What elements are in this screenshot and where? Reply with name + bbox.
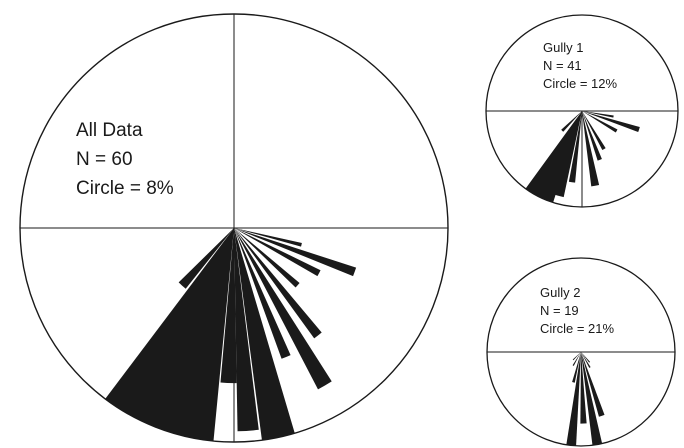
rose-gully-1: Gully 1 N = 41 Circle = 12%	[485, 14, 679, 208]
rose-gully1-petal-3	[525, 111, 582, 196]
rose-all-petal-8	[234, 228, 295, 441]
rose-gully-2-title: Gully 2	[540, 285, 580, 300]
rose-gully1-petal-2	[551, 111, 582, 198]
rose-gully1-petal-7	[582, 111, 606, 151]
rose-gully2-petal-5	[581, 352, 591, 368]
rose-all-data: All Data N = 60 Circle = 8%	[19, 13, 449, 443]
rose-all-petal-13	[234, 228, 321, 277]
rose-gully-1-circle-scale: Circle = 12%	[543, 76, 617, 91]
rose-gully-2-circle-scale: Circle = 21%	[540, 321, 614, 336]
rose-gully-1-petals	[525, 111, 640, 203]
rose-all-petal-15	[178, 228, 234, 289]
rose-gully1-petal-5	[582, 111, 600, 187]
rose-gully2-petal-6	[581, 352, 591, 363]
rose-all-petal-10	[234, 228, 332, 390]
rose-all-petal-12	[234, 228, 357, 277]
rose-gully1-petal-11	[561, 111, 582, 132]
rose-all-petal-2	[130, 228, 234, 431]
rose-all-petal-11	[234, 228, 322, 339]
rose-all-data-title: All Data	[76, 120, 143, 141]
rose-gully-1-n: N = 41	[543, 58, 582, 73]
rose-gully1-petal-10	[582, 111, 614, 118]
rose-gully2-petal-7	[572, 352, 581, 366]
rose-all-data-circle-scale: Circle = 8%	[76, 178, 174, 199]
rose-all-petal-6	[234, 228, 259, 432]
rose-gully2-petal-1	[581, 352, 603, 446]
rose-all-petal-9	[234, 228, 291, 359]
rose-gully2-petal-0	[566, 352, 581, 446]
rose-all-petal-14	[234, 228, 302, 247]
rose-gully-2-n: N = 19	[540, 303, 579, 318]
rose-all-petal-3	[143, 228, 234, 435]
rose-gully1-petal-6	[582, 111, 602, 161]
rose-gully2-petal-2	[580, 352, 587, 424]
rose-all-petal-4	[160, 228, 234, 438]
rose-all-data-petals	[105, 228, 357, 442]
rose-gully2-petal-3	[581, 352, 605, 417]
rose-all-petal-7	[220, 228, 237, 384]
rose-gully-1-title: Gully 1	[543, 40, 583, 55]
rose-all-petal-1	[105, 228, 235, 419]
rose-all-petal-16	[234, 228, 300, 288]
rose-gully1-petal-1	[539, 111, 582, 203]
rose-gully-2-petals	[566, 352, 605, 446]
rose-gully2-petal-4	[572, 352, 581, 383]
rose-all-petal-5	[180, 228, 234, 442]
rose-gully1-petal-8	[582, 111, 618, 133]
rose-gully-2: Gully 2 N = 19 Circle = 21%	[486, 257, 676, 447]
rose-gully2-petal-8	[572, 352, 581, 361]
rose-all-data-n: N = 60	[76, 149, 133, 170]
rose-gully1-petal-9	[582, 111, 640, 133]
rose-gully1-petal-4	[568, 111, 582, 183]
